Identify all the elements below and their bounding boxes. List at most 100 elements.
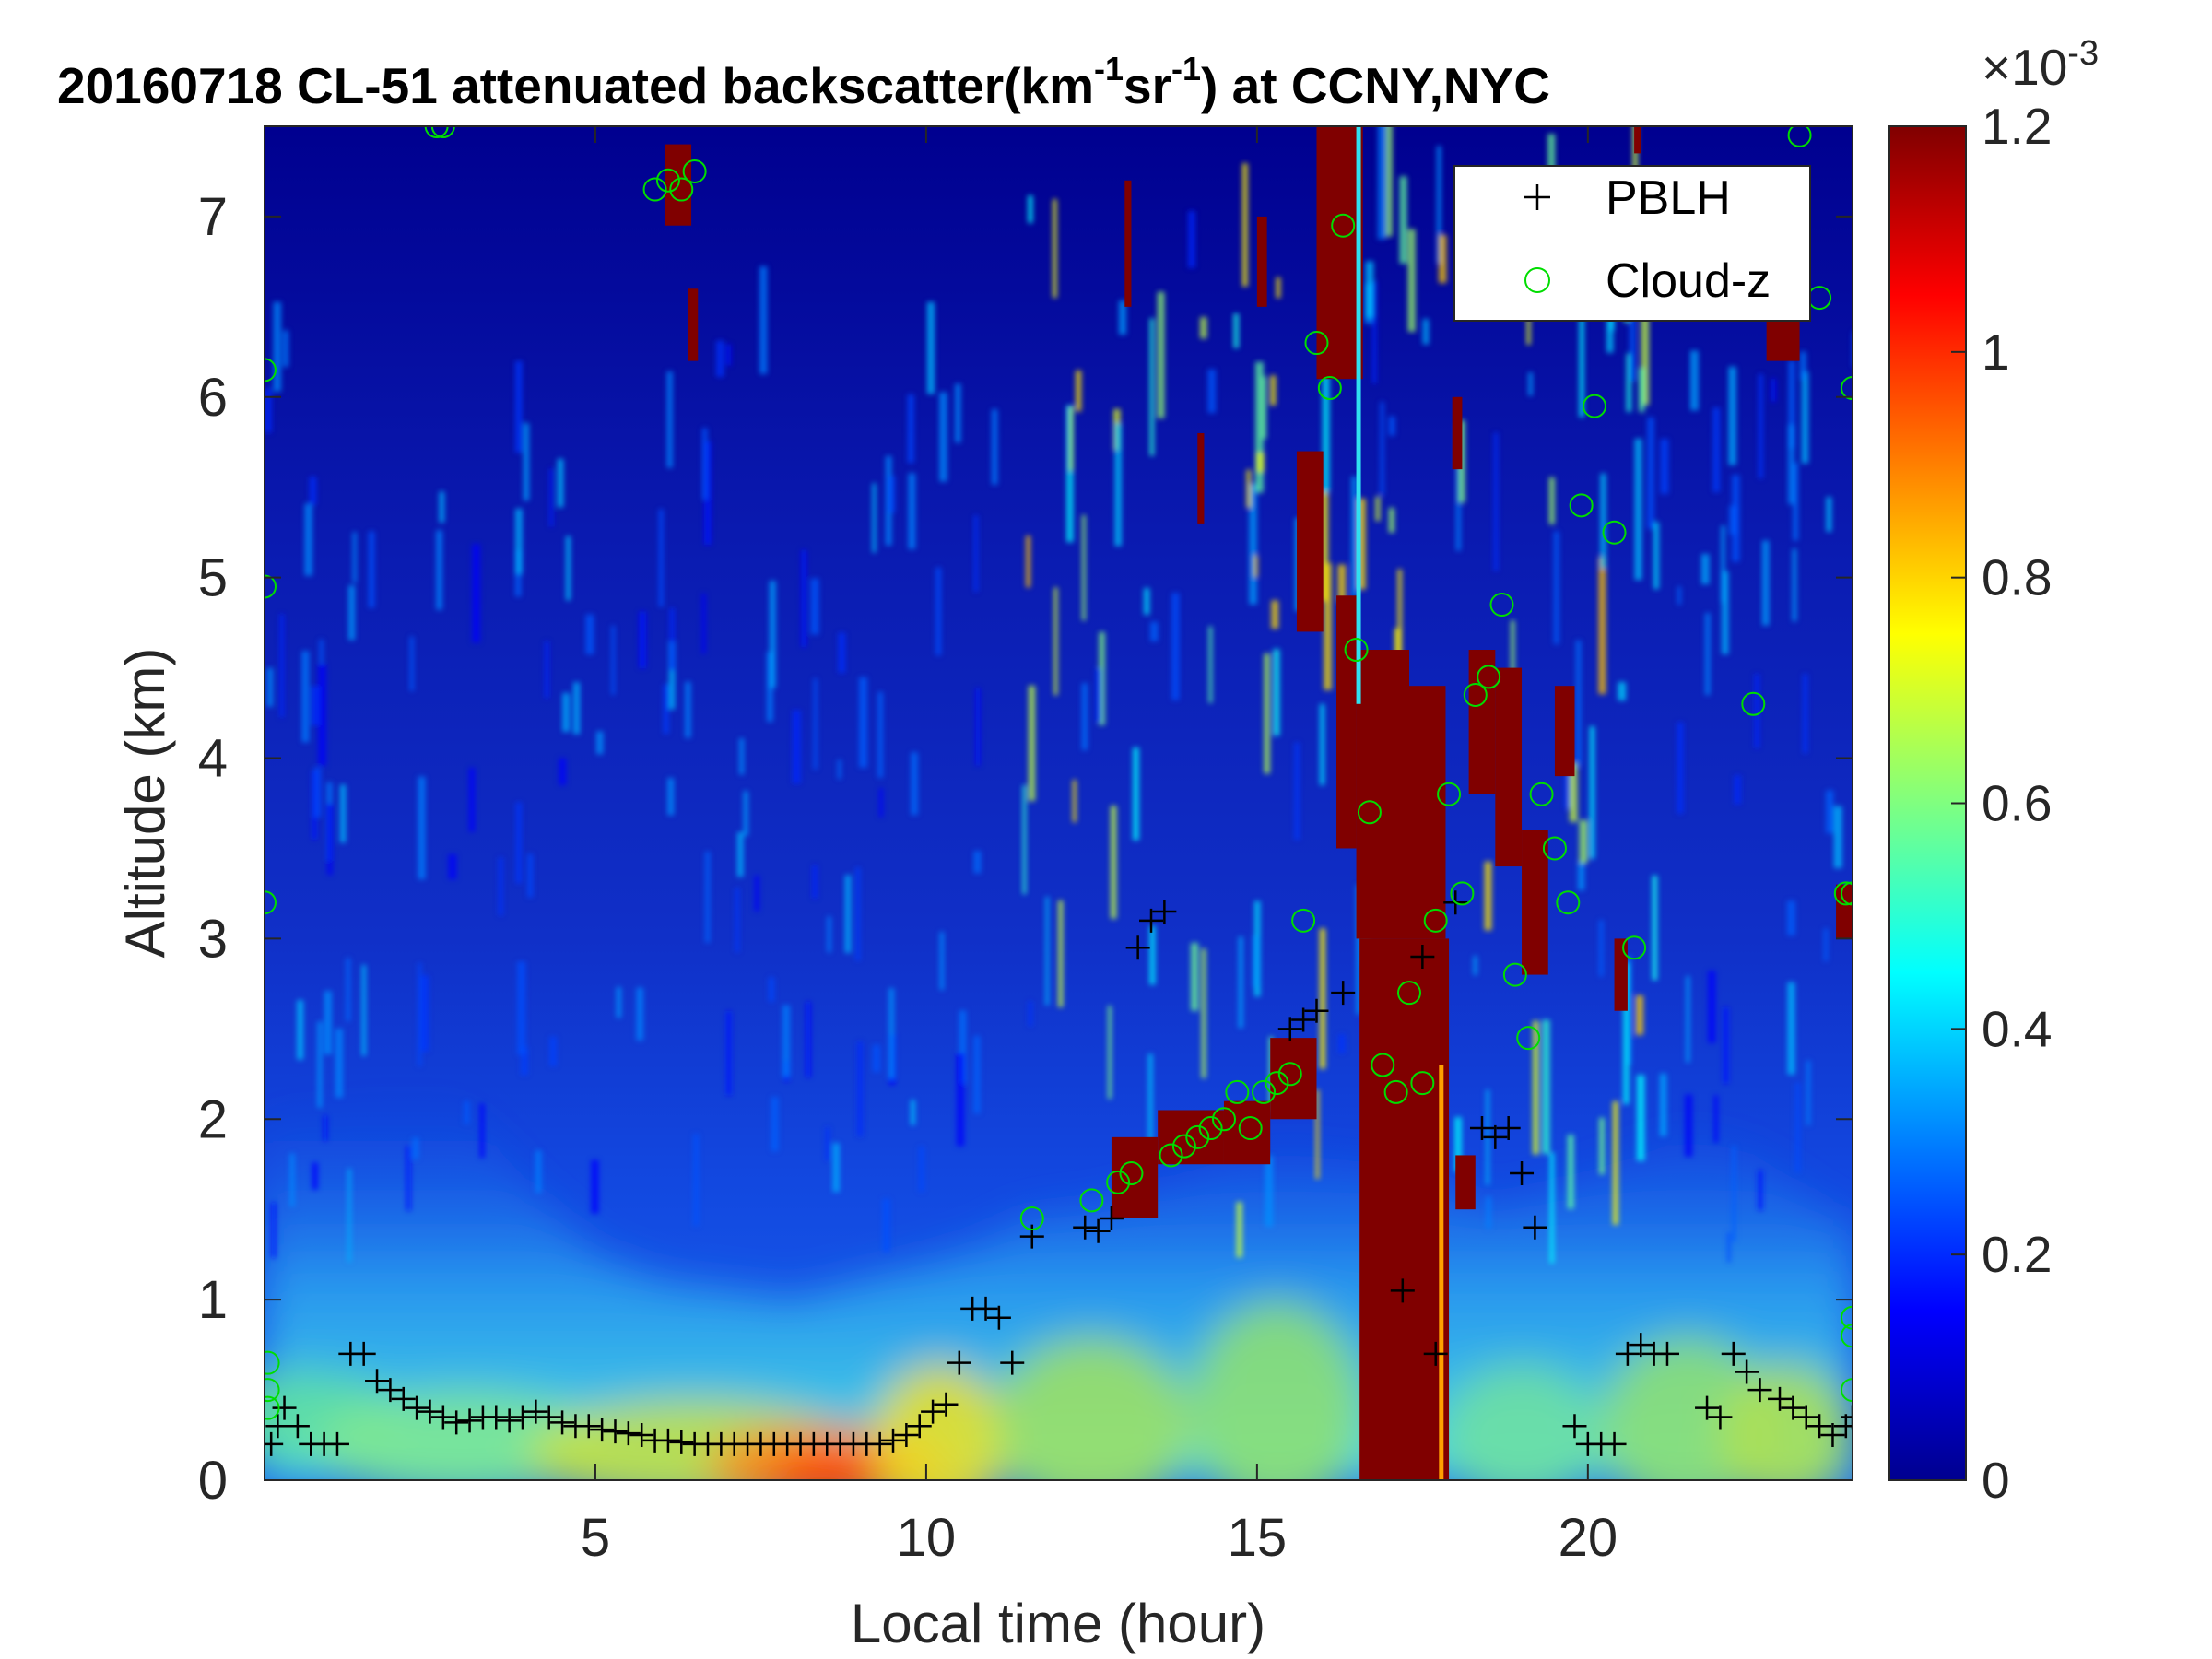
backscatter-streak (973, 851, 982, 874)
cloud-z-marker (1477, 665, 1501, 689)
backscatter-streak (1188, 210, 1195, 268)
backscatter-streak (1721, 571, 1729, 654)
backscatter-streak (1118, 300, 1126, 335)
backscatter-streak (759, 265, 768, 374)
pblh-marker (457, 1408, 482, 1433)
backscatter-streak (1454, 1117, 1462, 1172)
cloud-block (1336, 595, 1357, 849)
backscatter-streak (1564, 763, 1571, 809)
backscatter-streak (939, 392, 947, 482)
cloud-z-marker (1304, 331, 1329, 356)
pblh-marker (405, 1395, 429, 1420)
backscatter-streak (1852, 331, 1853, 367)
backscatter-streak (910, 1100, 916, 1125)
backscatter-streak (636, 987, 644, 1041)
backscatter-streak (882, 1198, 890, 1253)
backscatter-streak (1207, 369, 1217, 414)
backscatter-streak (1238, 936, 1243, 1029)
cloud-z-marker (1463, 682, 1488, 707)
backscatter-streak (956, 1053, 965, 1147)
pblh-marker (1152, 900, 1177, 924)
backscatter-streak (743, 791, 748, 836)
backscatter-streak (1726, 1232, 1731, 1263)
cloud-z-marker (1383, 1079, 1408, 1104)
backscatter-streak (1723, 1006, 1729, 1084)
backscatter-streak (877, 691, 884, 778)
backscatter-streak (1351, 476, 1358, 598)
backscatter-streak (888, 476, 895, 513)
pblh-marker (1602, 1431, 1627, 1456)
backscatter-streak (1598, 1117, 1606, 1175)
backscatter-streak (472, 544, 480, 643)
backscatter-streak (1241, 163, 1248, 287)
backscatter-streak (1253, 555, 1258, 578)
backscatter-streak (911, 752, 918, 816)
pblh-marker (669, 1430, 694, 1454)
backscatter-streak (1388, 507, 1395, 533)
y-axis-label: Altitude (km) (114, 648, 176, 959)
backscatter-streak (716, 340, 724, 378)
cloud-z-marker (655, 168, 680, 193)
backscatter-streak (1532, 1020, 1539, 1155)
backscatter-streak (418, 962, 422, 1066)
colorbar-tick-label: 1 (1982, 324, 2010, 381)
backscatter-streak (1324, 563, 1332, 690)
pblh-marker (1735, 1359, 1759, 1384)
backscatter-streak (1612, 1100, 1618, 1225)
title-sup2: -1 (1171, 50, 1201, 88)
backscatter-streak (918, 1146, 924, 1193)
backscatter-streak (1761, 540, 1770, 626)
backscatter-streak (1246, 469, 1252, 509)
backscatter-streak (1377, 126, 1386, 240)
backscatter-streak (1626, 353, 1632, 412)
backscatter-streak (844, 875, 852, 953)
pblh-marker (921, 1399, 946, 1424)
backscatter-streak (1148, 925, 1156, 985)
backscatter-streak (317, 1021, 323, 1108)
cloud-z-marker (1211, 1107, 1236, 1132)
backscatter-streak (439, 491, 445, 524)
backscatter-streak (1652, 875, 1658, 981)
pblh-marker (986, 1305, 1011, 1330)
cloud-z-marker (1185, 1124, 1210, 1149)
backscatter-streak (1385, 126, 1393, 237)
backscatter-streak (313, 767, 322, 818)
colorbar-exponent: ×10-3 (1982, 34, 2099, 96)
backscatter-streak (418, 776, 426, 879)
pblh-marker (1423, 1341, 1448, 1366)
backscatter-streak (535, 1150, 542, 1194)
pblh-marker (1304, 998, 1329, 1023)
backscatter-streak (1072, 780, 1077, 823)
backscatter-streak (1647, 417, 1654, 529)
backscatter-streak (498, 857, 503, 916)
backscatter-streak (769, 581, 776, 688)
backscatter-streak (1758, 1170, 1763, 1211)
backscatter-streak (801, 549, 806, 648)
backscatter-streak (1256, 452, 1265, 473)
backscatter-streak (1630, 284, 1636, 382)
backscatter-streak (1704, 613, 1711, 696)
cloud-z-marker (1542, 836, 1567, 861)
cloud-z-marker (1252, 1079, 1277, 1104)
backscatter-streak (297, 1000, 304, 1060)
title-sup1: -1 (1094, 50, 1124, 88)
backscatter-streak (703, 441, 712, 546)
colorbar-ticks: 0 0.2 0.4 0.6 0.8 1 1.2 (1951, 98, 2052, 1509)
y-axis: 0 1 2 3 4 5 6 7 (198, 187, 1853, 1511)
backscatter-streak (1320, 490, 1329, 602)
pblh-marker (867, 1431, 892, 1456)
cloud-z-marker (1516, 1026, 1541, 1051)
cloud-z-marker (430, 126, 455, 138)
cloud-block (1408, 686, 1446, 939)
colorbar-tick-label: 0.2 (1982, 1226, 2052, 1283)
backscatter-streak (1826, 497, 1832, 532)
backscatter-streak (1549, 1152, 1555, 1264)
pblh-marker (1654, 1341, 1679, 1366)
cloud-edge (1439, 1065, 1444, 1480)
backscatter-streak (1255, 361, 1264, 493)
aerosol-hotspot (1720, 1362, 1853, 1480)
cloud-z-marker (265, 1378, 280, 1403)
pblh-marker (1562, 1414, 1587, 1439)
cloud-block (1296, 451, 1324, 632)
backscatter-streak (1114, 423, 1122, 547)
